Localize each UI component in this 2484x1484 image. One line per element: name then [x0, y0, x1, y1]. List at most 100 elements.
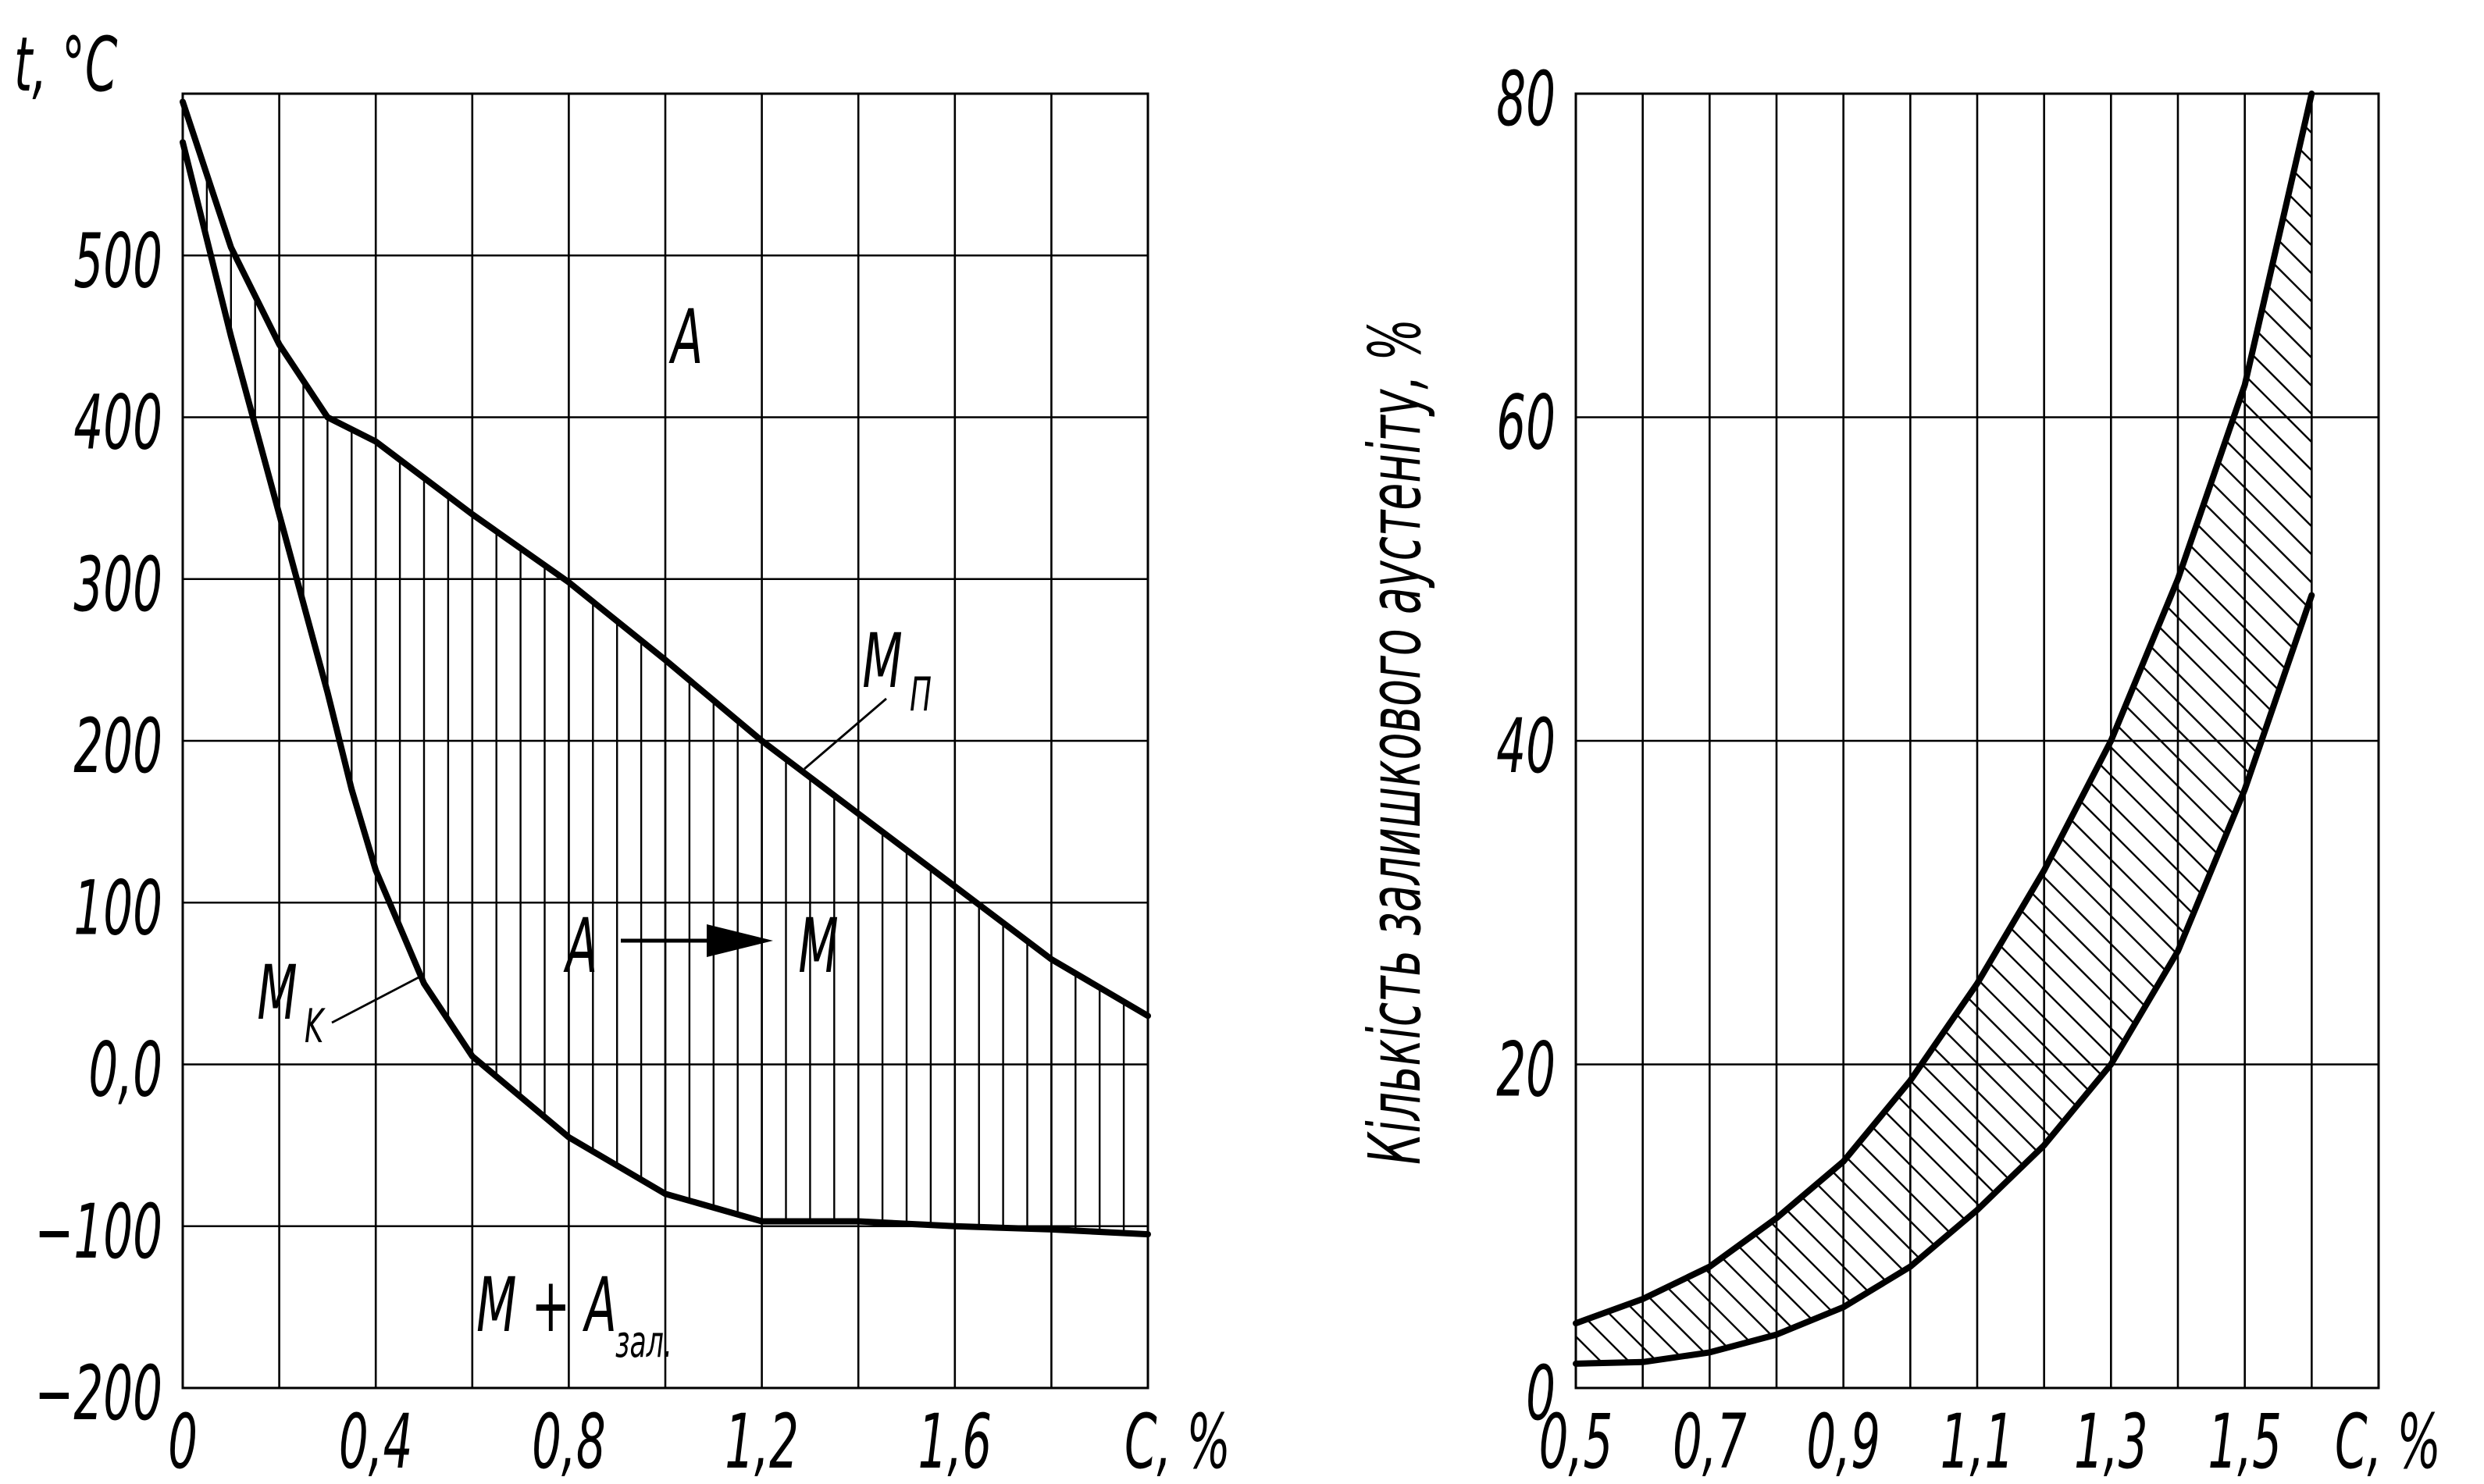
hatch-line — [1576, 94, 2026, 1364]
hatch-line — [1687, 94, 2312, 1364]
hatch-line — [1576, 94, 2223, 1364]
hatch-line — [1576, 94, 2083, 1364]
hatch-line — [2250, 94, 2312, 1364]
y-tick-label: 400 — [73, 379, 162, 467]
hatch-line — [1576, 94, 2312, 1364]
plot-frame — [1574, 92, 2380, 1390]
hatch-line — [1576, 94, 1830, 1364]
hatch-line — [1576, 94, 2111, 1364]
hatch-line — [1576, 94, 2312, 1364]
x-tick-label: 1,6 — [918, 1398, 992, 1484]
x-tick-label: 0,9 — [1806, 1398, 1880, 1484]
hatch-group — [1576, 16, 2484, 1421]
hatch-line — [1800, 94, 2312, 1364]
series-mk-line — [180, 139, 1151, 1238]
hatch-line — [1912, 94, 2312, 1364]
hatch-line — [2222, 94, 2312, 1364]
hatch-line — [1576, 94, 2312, 1364]
hatch-line — [1576, 94, 1773, 1364]
hatch-line — [2475, 16, 2484, 1421]
label-mk: M — [257, 949, 297, 1037]
region-label-mixed-subscript: зал. — [615, 1316, 672, 1367]
region-label-transform-m: M — [798, 902, 838, 990]
hatch-line — [1576, 94, 1802, 1364]
series-mp-line — [180, 98, 1151, 1020]
hatch-line — [2278, 94, 2312, 1364]
y-tick-label: 100 — [73, 864, 162, 952]
y-tick-label: −100 — [35, 1188, 162, 1276]
leader-mp — [804, 697, 887, 770]
x-tick-label: 0 — [168, 1398, 198, 1484]
leader-mk — [331, 974, 422, 1024]
y-axis-label: Кількість залишкового аустеніту, % — [1354, 319, 1438, 1165]
x-tick-label: 0,4 — [339, 1398, 413, 1484]
hatch-line — [1856, 94, 2312, 1364]
hatch-line — [2053, 94, 2312, 1364]
x-tick-label: 1,2 — [725, 1398, 799, 1484]
y-tick-label: 0 — [1526, 1350, 1556, 1437]
hatch-line — [2306, 94, 2312, 1364]
hatch-line — [1576, 94, 2055, 1364]
plot-frame — [181, 92, 1149, 1390]
hatch-line — [1576, 94, 2308, 1364]
label-mp: M — [862, 617, 902, 705]
series-lower-line — [1573, 592, 2315, 1367]
hatch-line — [2194, 94, 2312, 1364]
x-tick-label: 0,8 — [532, 1398, 606, 1484]
hatch-line — [2165, 94, 2312, 1364]
hatch-line — [1997, 94, 2312, 1364]
x-axis-label: С, % — [1124, 1398, 1231, 1484]
hatch-line — [1576, 94, 1858, 1364]
hatch-line — [1576, 94, 2312, 1364]
x-tick-label: 1,1 — [1941, 1398, 2015, 1484]
hatch-line — [1576, 94, 2312, 1364]
hatch-line — [1576, 94, 2312, 1364]
hatch-line — [1576, 94, 2312, 1364]
hatch-line — [1969, 94, 2312, 1364]
hatch-line — [2419, 16, 2484, 1421]
hatch-line — [1631, 94, 2312, 1364]
region-label-transform-a: A — [563, 902, 597, 990]
hatch-line — [1941, 94, 2312, 1364]
hatch-line — [1576, 94, 1942, 1364]
hatch-line — [1576, 94, 2312, 1364]
hatch-line — [1716, 94, 2312, 1364]
hatch-line — [1576, 94, 1689, 1364]
hatch-line — [1576, 94, 2139, 1364]
x-tick-label: 0,7 — [1673, 1398, 1747, 1484]
y-tick-label: 300 — [73, 541, 162, 628]
hatch-line — [1576, 94, 2167, 1364]
y-tick-label: 0,0 — [88, 1027, 162, 1114]
label-mp-subscript: П — [910, 667, 932, 722]
hatch-line — [1576, 94, 2312, 1364]
y-tick-label: 80 — [1496, 55, 1556, 143]
x-tick-label: 0,5 — [1539, 1398, 1613, 1484]
hatch-line — [1744, 94, 2312, 1364]
series-upper-line — [1573, 91, 2315, 1327]
hatch-line — [1576, 94, 2312, 1364]
hatch-line — [1576, 94, 2312, 1364]
hatch-line — [1576, 94, 1661, 1364]
x-tick-label: 1,5 — [2208, 1398, 2282, 1484]
hatch-line — [1576, 94, 2195, 1364]
hatch-line — [2447, 16, 2484, 1421]
hatch-line — [1576, 94, 2312, 1364]
region-label-mixed: M + A — [476, 1262, 617, 1349]
arrow-head — [707, 924, 773, 957]
hatch-line — [2363, 16, 2484, 1421]
hatch-line — [1772, 94, 2312, 1364]
hatch-line — [2335, 16, 2484, 1421]
y-axis-label: t, °C — [14, 21, 118, 109]
y-tick-label: 60 — [1496, 379, 1556, 467]
y-tick-label: 500 — [73, 217, 162, 304]
hatch-line — [1576, 94, 2312, 1364]
hatch-line — [1576, 94, 2312, 1364]
x-tick-label: 1,3 — [2074, 1398, 2148, 1484]
label-mk-subscript: K — [305, 999, 326, 1054]
y-tick-label: 200 — [73, 703, 162, 790]
y-tick-label: 20 — [1496, 1027, 1556, 1114]
y-tick-label: 40 — [1496, 703, 1556, 790]
